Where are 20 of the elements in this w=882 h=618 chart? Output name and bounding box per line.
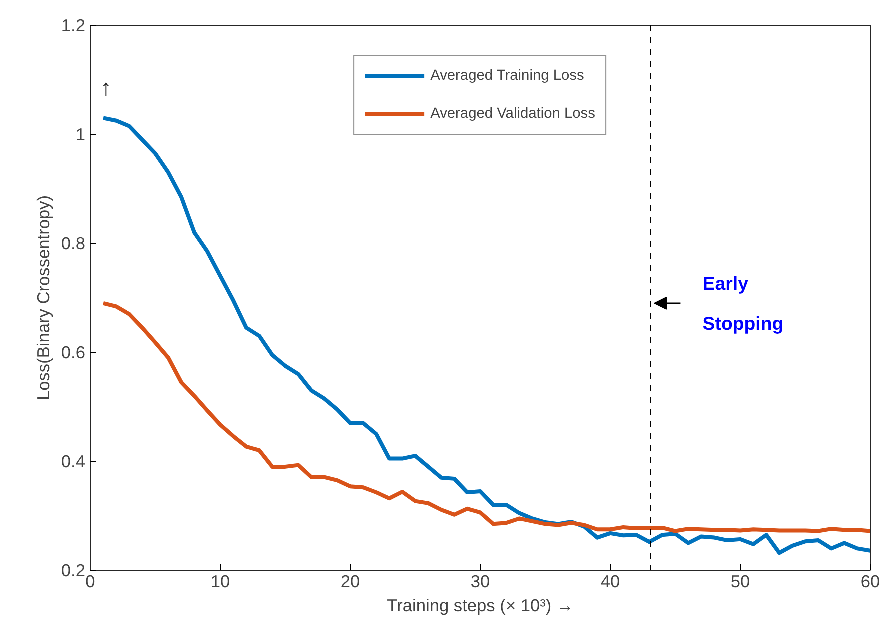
- x-axis-title: Training steps (× 10³) →: [387, 596, 574, 616]
- x-tick-label: 10: [210, 572, 230, 592]
- y-tick-label: 1: [76, 124, 86, 144]
- x-tick-label: 50: [730, 572, 750, 592]
- x-tick-label: 60: [860, 572, 880, 592]
- x-tick-label: 30: [470, 572, 490, 592]
- y-tick-label: 0.8: [61, 234, 86, 254]
- x-tick-label: 40: [600, 572, 620, 592]
- legend-label: Averaged Validation Loss: [430, 106, 596, 122]
- annotation: Early Stopping: [702, 273, 784, 334]
- x-tick-label: 0: [86, 572, 96, 592]
- y-tick-label: 0.2: [61, 560, 86, 580]
- y-tick-label: 0.6: [61, 342, 86, 362]
- y-tick-label: 0.4: [61, 452, 86, 472]
- legend-label: Averaged Training Loss: [430, 68, 584, 84]
- y-tick-label: 1.2: [61, 16, 86, 36]
- x-tick-label: 20: [340, 572, 360, 592]
- y-axis-title: Loss(Binary Crossentropy): [33, 195, 54, 401]
- annotation: ↑: [100, 74, 112, 100]
- line-series: [102, 301, 870, 534]
